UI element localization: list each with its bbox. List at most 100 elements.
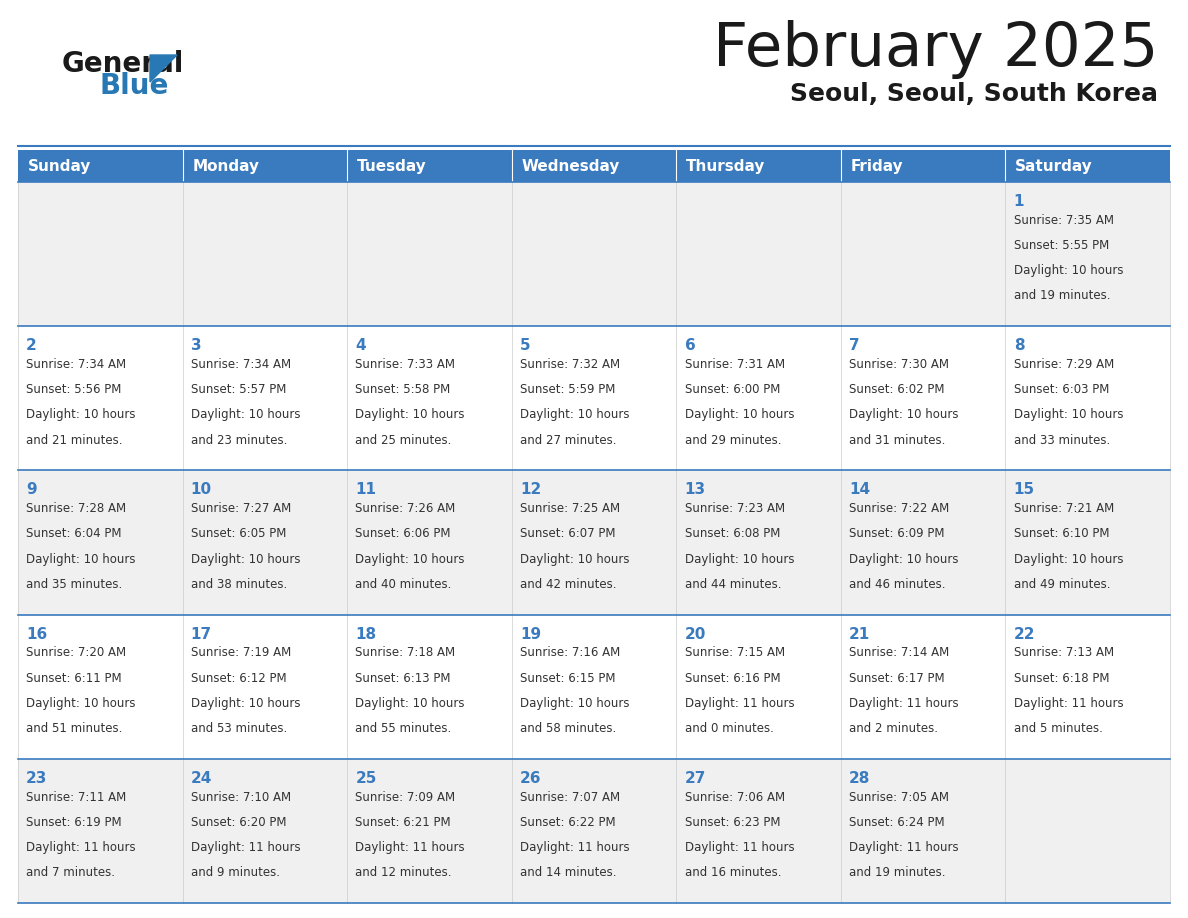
Bar bbox=[512, 150, 676, 182]
Text: and 19 minutes.: and 19 minutes. bbox=[849, 867, 946, 879]
Text: Sunrise: 7:14 AM: Sunrise: 7:14 AM bbox=[849, 646, 949, 659]
Bar bbox=[347, 326, 512, 470]
Text: Daylight: 10 hours: Daylight: 10 hours bbox=[355, 553, 465, 565]
Text: February 2025: February 2025 bbox=[713, 20, 1158, 79]
Text: 15: 15 bbox=[1013, 483, 1035, 498]
Text: Sunrise: 7:07 AM: Sunrise: 7:07 AM bbox=[520, 790, 620, 803]
Bar bbox=[512, 614, 676, 759]
Bar bbox=[1005, 470, 1170, 614]
Text: Tuesday: Tuesday bbox=[358, 159, 426, 174]
Text: Sunrise: 7:22 AM: Sunrise: 7:22 AM bbox=[849, 502, 949, 515]
Bar bbox=[841, 759, 1005, 903]
Text: 16: 16 bbox=[26, 627, 48, 642]
Text: Daylight: 10 hours: Daylight: 10 hours bbox=[191, 553, 301, 565]
Text: Sunrise: 7:23 AM: Sunrise: 7:23 AM bbox=[684, 502, 784, 515]
Polygon shape bbox=[150, 55, 177, 82]
Text: 13: 13 bbox=[684, 483, 706, 498]
Text: Seoul, Seoul, South Korea: Seoul, Seoul, South Korea bbox=[790, 82, 1158, 106]
Text: Sunrise: 7:10 AM: Sunrise: 7:10 AM bbox=[191, 790, 291, 803]
Text: 28: 28 bbox=[849, 771, 871, 786]
Text: and 7 minutes.: and 7 minutes. bbox=[26, 867, 115, 879]
Text: and 16 minutes.: and 16 minutes. bbox=[684, 867, 781, 879]
Text: Daylight: 10 hours: Daylight: 10 hours bbox=[355, 697, 465, 710]
Text: Sunset: 5:58 PM: Sunset: 5:58 PM bbox=[355, 383, 450, 397]
Text: Daylight: 11 hours: Daylight: 11 hours bbox=[684, 841, 794, 854]
Bar bbox=[18, 470, 183, 614]
Text: Daylight: 10 hours: Daylight: 10 hours bbox=[520, 553, 630, 565]
Text: and 51 minutes.: and 51 minutes. bbox=[26, 722, 122, 735]
Text: Daylight: 10 hours: Daylight: 10 hours bbox=[26, 697, 135, 710]
Text: Saturday: Saturday bbox=[1016, 159, 1093, 174]
Bar bbox=[841, 470, 1005, 614]
Text: Daylight: 10 hours: Daylight: 10 hours bbox=[1013, 409, 1123, 421]
Text: Sunrise: 7:16 AM: Sunrise: 7:16 AM bbox=[520, 646, 620, 659]
Text: Daylight: 10 hours: Daylight: 10 hours bbox=[1013, 264, 1123, 277]
Text: and 25 minutes.: and 25 minutes. bbox=[355, 433, 451, 447]
Text: Sunset: 6:17 PM: Sunset: 6:17 PM bbox=[849, 672, 944, 685]
Text: Sunrise: 7:19 AM: Sunrise: 7:19 AM bbox=[191, 646, 291, 659]
Text: 24: 24 bbox=[191, 771, 213, 786]
Text: Sunrise: 7:26 AM: Sunrise: 7:26 AM bbox=[355, 502, 456, 515]
Text: 19: 19 bbox=[520, 627, 541, 642]
Text: 14: 14 bbox=[849, 483, 871, 498]
Bar bbox=[512, 759, 676, 903]
Text: Sunset: 5:57 PM: Sunset: 5:57 PM bbox=[191, 383, 286, 397]
Text: and 42 minutes.: and 42 minutes. bbox=[520, 577, 617, 591]
Text: 11: 11 bbox=[355, 483, 377, 498]
Text: 21: 21 bbox=[849, 627, 871, 642]
Bar bbox=[347, 759, 512, 903]
Bar bbox=[347, 614, 512, 759]
Text: 23: 23 bbox=[26, 771, 48, 786]
Text: Daylight: 10 hours: Daylight: 10 hours bbox=[520, 697, 630, 710]
Text: and 29 minutes.: and 29 minutes. bbox=[684, 433, 781, 447]
Text: 17: 17 bbox=[191, 627, 211, 642]
Text: Sunrise: 7:13 AM: Sunrise: 7:13 AM bbox=[1013, 646, 1114, 659]
Bar bbox=[18, 326, 183, 470]
Text: and 0 minutes.: and 0 minutes. bbox=[684, 722, 773, 735]
Text: and 58 minutes.: and 58 minutes. bbox=[520, 722, 617, 735]
Text: Sunset: 6:19 PM: Sunset: 6:19 PM bbox=[26, 816, 122, 829]
Text: Daylight: 10 hours: Daylight: 10 hours bbox=[26, 553, 135, 565]
Text: 9: 9 bbox=[26, 483, 37, 498]
Text: Sunset: 6:09 PM: Sunset: 6:09 PM bbox=[849, 527, 944, 541]
Bar bbox=[676, 614, 841, 759]
Text: and 2 minutes.: and 2 minutes. bbox=[849, 722, 939, 735]
Text: and 38 minutes.: and 38 minutes. bbox=[191, 577, 287, 591]
Text: Wednesday: Wednesday bbox=[522, 159, 620, 174]
Text: Daylight: 11 hours: Daylight: 11 hours bbox=[1013, 697, 1124, 710]
Bar bbox=[676, 470, 841, 614]
Text: Daylight: 11 hours: Daylight: 11 hours bbox=[191, 841, 301, 854]
Text: 2: 2 bbox=[26, 339, 37, 353]
Text: and 12 minutes.: and 12 minutes. bbox=[355, 867, 451, 879]
Bar bbox=[676, 326, 841, 470]
Bar bbox=[183, 614, 347, 759]
Text: Sunrise: 7:30 AM: Sunrise: 7:30 AM bbox=[849, 358, 949, 371]
Bar bbox=[18, 182, 183, 326]
Bar bbox=[183, 759, 347, 903]
Bar bbox=[676, 759, 841, 903]
Text: Daylight: 11 hours: Daylight: 11 hours bbox=[684, 697, 794, 710]
Text: Sunset: 6:13 PM: Sunset: 6:13 PM bbox=[355, 672, 451, 685]
Text: Daylight: 11 hours: Daylight: 11 hours bbox=[849, 697, 959, 710]
Text: Daylight: 10 hours: Daylight: 10 hours bbox=[355, 409, 465, 421]
Text: Sunrise: 7:21 AM: Sunrise: 7:21 AM bbox=[1013, 502, 1114, 515]
Text: Daylight: 10 hours: Daylight: 10 hours bbox=[26, 409, 135, 421]
Text: Sunrise: 7:35 AM: Sunrise: 7:35 AM bbox=[1013, 214, 1113, 227]
Bar bbox=[1005, 182, 1170, 326]
Text: Sunrise: 7:09 AM: Sunrise: 7:09 AM bbox=[355, 790, 455, 803]
Text: Sunset: 6:11 PM: Sunset: 6:11 PM bbox=[26, 672, 122, 685]
Text: Sunset: 6:22 PM: Sunset: 6:22 PM bbox=[520, 816, 615, 829]
Text: Blue: Blue bbox=[100, 72, 170, 100]
Text: Daylight: 10 hours: Daylight: 10 hours bbox=[684, 409, 794, 421]
Text: and 35 minutes.: and 35 minutes. bbox=[26, 577, 122, 591]
Text: Sunrise: 7:32 AM: Sunrise: 7:32 AM bbox=[520, 358, 620, 371]
Bar bbox=[841, 182, 1005, 326]
Text: and 5 minutes.: and 5 minutes. bbox=[1013, 722, 1102, 735]
Text: Sunrise: 7:15 AM: Sunrise: 7:15 AM bbox=[684, 646, 784, 659]
Text: 20: 20 bbox=[684, 627, 706, 642]
Text: and 21 minutes.: and 21 minutes. bbox=[26, 433, 122, 447]
Text: and 44 minutes.: and 44 minutes. bbox=[684, 577, 781, 591]
Text: 26: 26 bbox=[520, 771, 542, 786]
Text: Sunset: 6:06 PM: Sunset: 6:06 PM bbox=[355, 527, 451, 541]
Text: Sunset: 5:59 PM: Sunset: 5:59 PM bbox=[520, 383, 615, 397]
